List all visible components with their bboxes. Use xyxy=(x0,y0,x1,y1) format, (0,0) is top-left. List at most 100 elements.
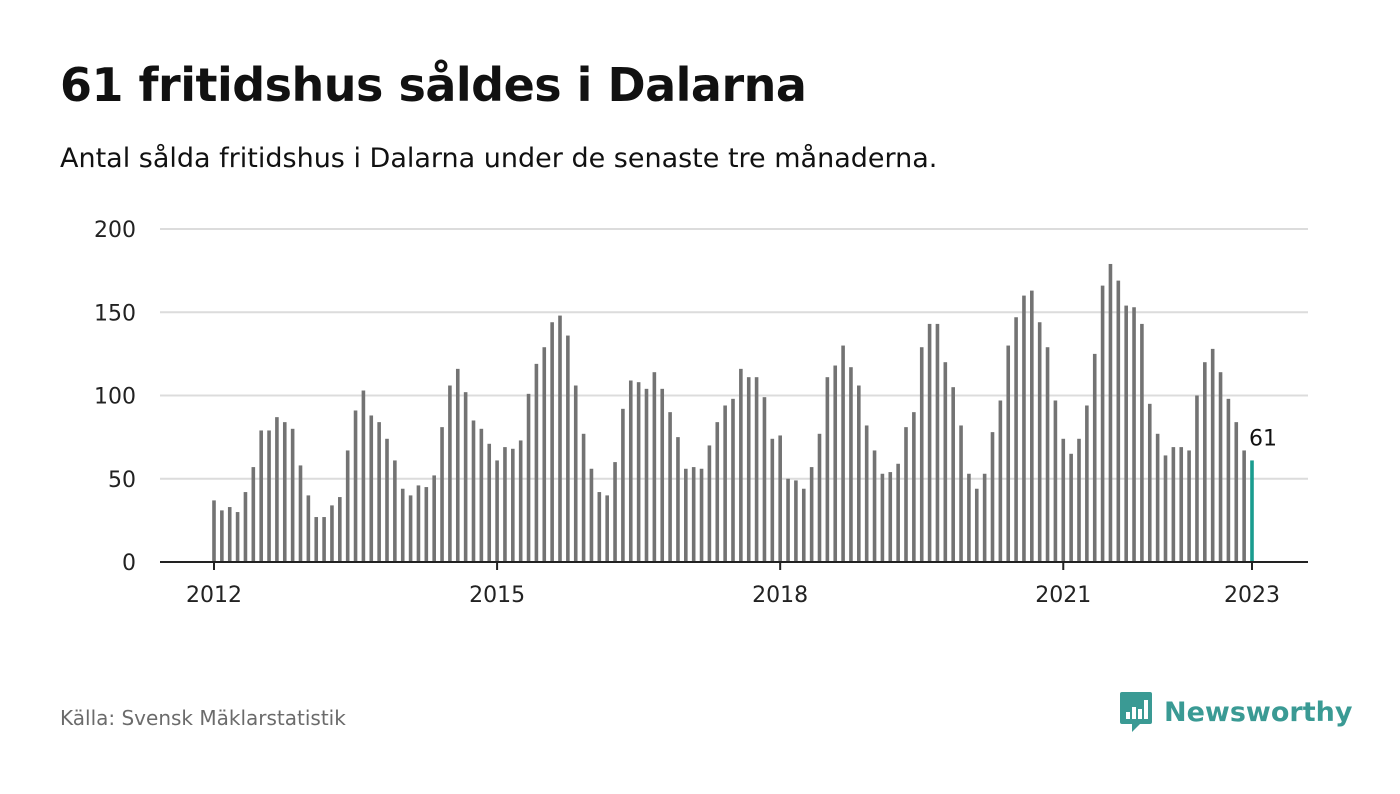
bar xyxy=(1006,345,1011,562)
bar xyxy=(1037,322,1042,562)
bar xyxy=(463,392,468,562)
bar xyxy=(542,347,547,562)
bar xyxy=(353,410,358,562)
bar xyxy=(385,438,389,562)
bar xyxy=(1171,447,1176,562)
bar xyxy=(621,408,625,562)
bar xyxy=(817,433,822,562)
bar xyxy=(1132,307,1136,562)
bar xyxy=(786,478,790,562)
bar xyxy=(668,412,672,562)
bar xyxy=(809,467,814,562)
bar xyxy=(1085,405,1089,562)
bar xyxy=(424,487,429,562)
bar xyxy=(841,345,845,562)
bar xyxy=(778,435,782,562)
bar xyxy=(534,363,539,562)
x-tick-label: 2015 xyxy=(469,583,525,608)
bar xyxy=(518,440,523,562)
y-tick-label: 100 xyxy=(94,385,136,410)
bar xyxy=(974,488,979,562)
bar xyxy=(227,507,232,562)
bar xyxy=(1100,285,1105,562)
bar xyxy=(526,393,531,562)
bar xyxy=(676,437,680,562)
bar xyxy=(573,385,578,562)
bar xyxy=(770,438,775,562)
bar xyxy=(393,460,397,562)
bar xyxy=(558,315,562,562)
bar xyxy=(589,468,594,562)
bar xyxy=(495,460,499,562)
bar xyxy=(660,388,665,562)
bar xyxy=(455,368,460,562)
bar xyxy=(1022,295,1026,562)
bar xyxy=(566,335,570,562)
bar xyxy=(731,398,735,562)
bar xyxy=(919,347,924,562)
bar xyxy=(739,368,743,562)
bar xyxy=(935,323,940,562)
bar xyxy=(1187,450,1191,562)
bar xyxy=(825,377,830,562)
bar xyxy=(408,495,413,562)
page-title: 61 fritidshus såldes i Dalarna xyxy=(60,58,807,112)
y-tick-label: 0 xyxy=(122,551,136,576)
bar xyxy=(550,322,554,562)
highlight-value-label: 61 xyxy=(1249,426,1277,451)
bar xyxy=(597,492,602,562)
bar xyxy=(1218,372,1223,562)
bar xyxy=(1226,398,1231,562)
bar xyxy=(636,382,641,562)
bar xyxy=(746,377,751,562)
bar xyxy=(1203,362,1207,562)
x-tick-label: 2023 xyxy=(1224,583,1280,608)
bar-highlight xyxy=(1250,460,1254,562)
bar xyxy=(267,430,271,562)
y-tick-label: 50 xyxy=(108,468,136,493)
bar-chart: 0 50 100 150 200 2012 2015 2018 2021 2023 61 xyxy=(94,218,1308,608)
bar xyxy=(1045,347,1050,562)
bar xyxy=(322,517,326,562)
bar xyxy=(479,428,484,562)
bar xyxy=(235,512,240,562)
bar xyxy=(1155,433,1160,562)
bar xyxy=(857,385,861,562)
bar xyxy=(888,472,893,562)
bar xyxy=(699,468,704,562)
bar xyxy=(1242,450,1246,562)
bar xyxy=(1140,323,1144,562)
bar xyxy=(896,463,900,562)
bar xyxy=(361,390,366,562)
bar xyxy=(904,427,908,562)
bar xyxy=(487,443,492,562)
bar xyxy=(982,473,987,562)
bar xyxy=(864,425,869,562)
bar xyxy=(628,380,633,562)
bar xyxy=(511,448,515,562)
bar xyxy=(345,450,350,562)
bar xyxy=(448,385,452,562)
bar xyxy=(849,367,853,562)
y-tick-label: 150 xyxy=(94,301,136,326)
bar xyxy=(959,425,963,562)
bar xyxy=(723,405,727,562)
bar xyxy=(762,397,767,562)
bar xyxy=(503,447,507,562)
bar xyxy=(212,500,216,562)
x-tick-label: 2018 xyxy=(752,583,808,608)
bar xyxy=(1092,353,1097,562)
bars xyxy=(212,263,1254,562)
bar xyxy=(1053,400,1058,562)
bar xyxy=(400,488,405,562)
bar xyxy=(330,505,334,562)
bar xyxy=(1108,263,1113,562)
bar xyxy=(440,427,444,562)
bar xyxy=(684,468,688,562)
bar xyxy=(581,433,586,562)
bar xyxy=(754,377,759,562)
bar xyxy=(707,445,712,562)
bar xyxy=(1210,348,1215,562)
annotations: 61 xyxy=(1249,426,1277,451)
bar xyxy=(1163,455,1168,562)
